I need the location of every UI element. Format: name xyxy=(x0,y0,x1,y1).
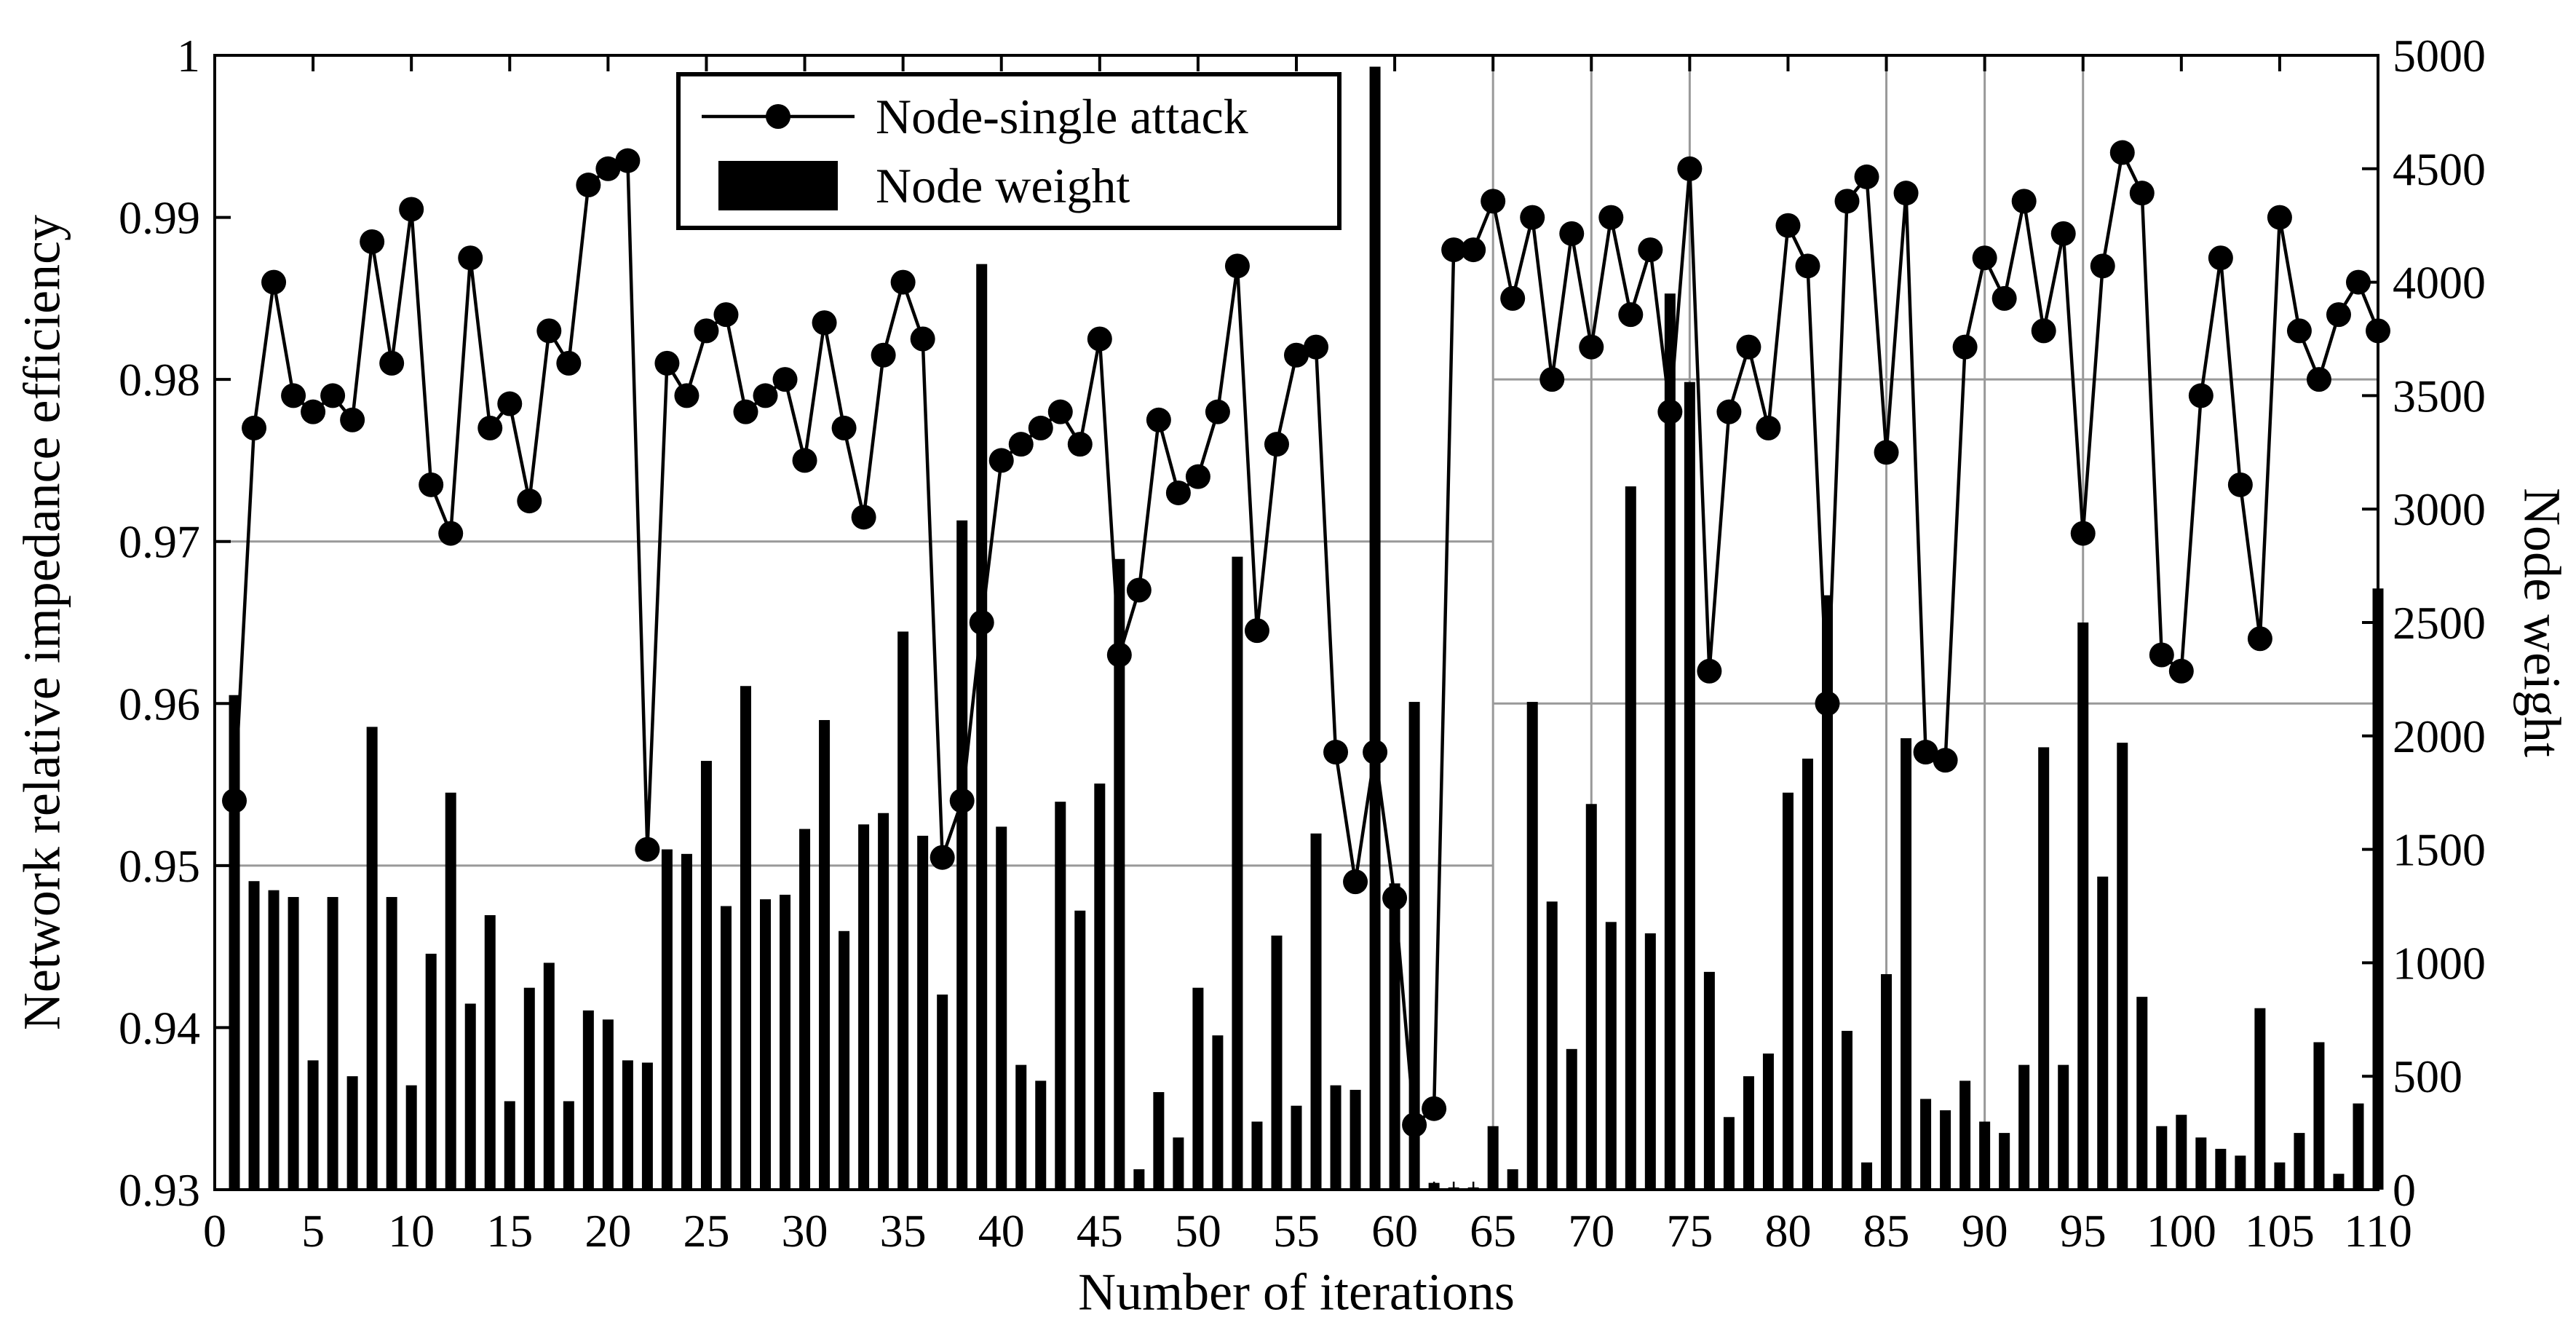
legend-label-bar: Node weight xyxy=(876,157,1130,213)
svg-text:2000: 2000 xyxy=(2393,711,2486,762)
legend-entry-bar: Node weight xyxy=(698,157,1320,215)
svg-text:5000: 5000 xyxy=(2393,30,2486,82)
svg-text:1: 1 xyxy=(177,30,200,82)
svg-text:4500: 4500 xyxy=(2393,143,2486,195)
svg-text:20: 20 xyxy=(584,1205,631,1257)
x-axis-title: Number of iterations xyxy=(1078,1262,1515,1321)
legend-entry-line: Node-single attack xyxy=(698,87,1320,146)
svg-text:60: 60 xyxy=(1371,1205,1418,1257)
legend-line-marker-sample xyxy=(702,104,855,130)
svg-text:10: 10 xyxy=(388,1205,435,1257)
svg-text:0.95: 0.95 xyxy=(119,840,200,892)
svg-text:2500: 2500 xyxy=(2393,597,2486,649)
svg-text:110: 110 xyxy=(2344,1205,2412,1257)
svg-text:70: 70 xyxy=(1568,1205,1614,1257)
svg-text:0.94: 0.94 xyxy=(119,1002,200,1054)
svg-text:100: 100 xyxy=(2147,1205,2216,1257)
svg-text:3500: 3500 xyxy=(2393,370,2486,422)
svg-text:500: 500 xyxy=(2393,1051,2462,1102)
svg-text:55: 55 xyxy=(1273,1205,1320,1257)
svg-text:0.93: 0.93 xyxy=(119,1164,200,1216)
legend-label-line: Node-single attack xyxy=(876,89,1248,145)
svg-text:75: 75 xyxy=(1666,1205,1713,1257)
svg-text:105: 105 xyxy=(2245,1205,2315,1257)
svg-text:50: 50 xyxy=(1175,1205,1221,1257)
svg-text:80: 80 xyxy=(1764,1205,1811,1257)
right-axis-title: Node weight xyxy=(2513,488,2572,757)
legend-bar-swatch xyxy=(718,160,838,210)
svg-text:65: 65 xyxy=(1470,1205,1516,1257)
svg-text:40: 40 xyxy=(978,1205,1025,1257)
svg-text:85: 85 xyxy=(1863,1205,1910,1257)
svg-text:4000: 4000 xyxy=(2393,257,2486,309)
svg-text:0: 0 xyxy=(203,1205,226,1257)
svg-text:1500: 1500 xyxy=(2393,824,2486,876)
svg-text:35: 35 xyxy=(880,1205,927,1257)
svg-text:1000: 1000 xyxy=(2393,937,2486,989)
left-axis-title: Network relative impedance efficiency xyxy=(12,214,71,1031)
svg-text:25: 25 xyxy=(683,1205,729,1257)
svg-text:0.98: 0.98 xyxy=(119,354,200,406)
svg-text:0.96: 0.96 xyxy=(119,678,200,730)
svg-text:0.97: 0.97 xyxy=(119,516,200,568)
svg-text:0.99: 0.99 xyxy=(119,192,200,244)
svg-text:0: 0 xyxy=(2393,1164,2416,1216)
svg-text:90: 90 xyxy=(1962,1205,2008,1257)
svg-text:45: 45 xyxy=(1077,1205,1123,1257)
legend: Node-single attack Node weight xyxy=(676,72,1341,230)
svg-text:15: 15 xyxy=(486,1205,533,1257)
svg-text:5: 5 xyxy=(301,1205,325,1257)
svg-text:3000: 3000 xyxy=(2393,483,2486,535)
svg-text:95: 95 xyxy=(2060,1205,2107,1257)
svg-text:30: 30 xyxy=(782,1205,828,1257)
